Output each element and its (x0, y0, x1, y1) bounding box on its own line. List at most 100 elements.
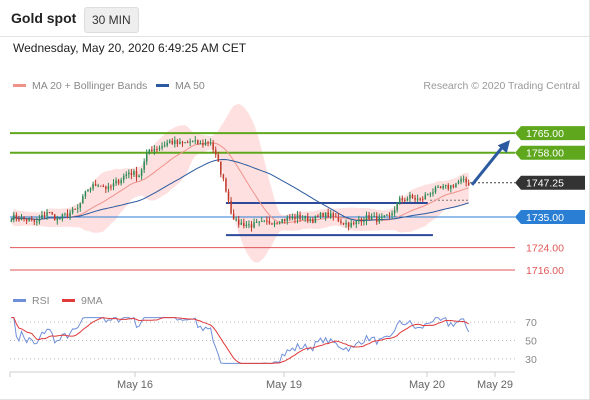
candle-body (217, 154, 220, 162)
candle-body (319, 212, 322, 217)
level-badge-bg (515, 126, 585, 141)
candle-body (352, 222, 355, 225)
current-price-badge-bg (515, 175, 585, 190)
candle-body (82, 196, 84, 204)
candle-body (61, 214, 64, 219)
candle-body (437, 186, 439, 188)
candle-body (51, 212, 53, 215)
candle-body (125, 174, 128, 177)
candle-body (122, 176, 125, 180)
level-label-1765.00: 1765.00 (526, 128, 564, 140)
candle-body (69, 212, 71, 217)
candle-body (191, 141, 194, 143)
candle-body (355, 221, 358, 225)
forecast-arrow-head (497, 140, 510, 154)
9ma-swatch (62, 298, 75, 302)
candle-body (102, 186, 105, 188)
candle-body (432, 192, 434, 194)
candle-body (460, 178, 462, 182)
candle-body (232, 213, 235, 220)
candle-body (411, 195, 414, 198)
candle-body (450, 185, 452, 189)
level-badge-1735.00: 1735.00 (515, 209, 585, 224)
candle-body (462, 178, 465, 180)
timeframe-button[interactable]: 30 MIN (84, 7, 139, 33)
candle-body (97, 185, 99, 187)
candle-body (130, 172, 133, 175)
candle-body (419, 198, 421, 200)
candle-body (452, 185, 455, 188)
candle-body (174, 140, 176, 144)
candle-body (36, 221, 38, 223)
candle-body (168, 140, 171, 143)
candle-body (128, 172, 130, 175)
candle-body (112, 183, 115, 187)
candle-body (455, 183, 457, 188)
candle-body (255, 222, 258, 224)
level-label-1758.00: 1758.00 (526, 148, 564, 160)
candle-body (18, 219, 20, 221)
candle-body (23, 217, 25, 220)
candle-body (296, 214, 299, 220)
candle-body (235, 219, 237, 221)
candle-body (286, 217, 289, 221)
candle-body (143, 161, 145, 170)
candle-body (212, 142, 214, 150)
candle-body (56, 218, 59, 221)
candle-body (204, 142, 207, 146)
candle-body (222, 174, 225, 179)
candle-body (33, 219, 36, 222)
candle-body (179, 142, 181, 144)
candle-body (281, 219, 283, 224)
candle-body (227, 191, 230, 201)
candle-body (294, 216, 296, 220)
timestamp: Wednesday, May 20, 2020 6:49:25 AM CET (13, 41, 247, 55)
candle-body (335, 216, 337, 218)
candle-body (283, 219, 286, 221)
candle-body (447, 185, 450, 189)
candle-body (84, 191, 87, 197)
candle-body (263, 220, 266, 222)
candle-body (365, 215, 368, 221)
legend-label-rsi: RSI (32, 295, 50, 307)
candle-body (194, 140, 197, 142)
candle-body (266, 220, 268, 222)
forecast-arrow-shaft (470, 144, 506, 186)
candle-body (220, 161, 222, 175)
candle-body (184, 142, 186, 144)
candle-body (322, 212, 324, 218)
candle-body (176, 140, 179, 144)
candle-body (301, 218, 304, 220)
candle-body (429, 193, 432, 195)
candle-body (20, 217, 23, 221)
candle-body (317, 215, 319, 217)
candle-body (291, 216, 294, 219)
candle-body (278, 223, 281, 225)
candle-body (358, 219, 360, 222)
candle-body (186, 142, 189, 144)
candle-body (53, 214, 56, 221)
candle-body (161, 146, 163, 148)
candle-body (48, 212, 51, 214)
candle-body (312, 219, 314, 223)
candle-body (444, 185, 447, 187)
candle-body (360, 219, 363, 222)
candle-body (465, 178, 467, 183)
candle-body (46, 212, 48, 216)
candle-body (66, 213, 69, 217)
candle-body (133, 171, 135, 175)
candle-body (99, 185, 102, 187)
candle-body (457, 181, 460, 184)
candle-body (110, 186, 112, 188)
candle-body (289, 217, 291, 219)
candle-body (214, 149, 217, 155)
legend-item-rsi: RSI (13, 295, 50, 307)
legend-label-ma20: MA 20 + Bollinger Bands (32, 80, 148, 92)
candle-body (25, 219, 28, 221)
candle-body (414, 197, 416, 200)
legend-item-9ma: 9MA (62, 295, 103, 307)
candle-body (434, 187, 437, 193)
header-divider (0, 36, 590, 37)
candle-body (135, 171, 138, 178)
